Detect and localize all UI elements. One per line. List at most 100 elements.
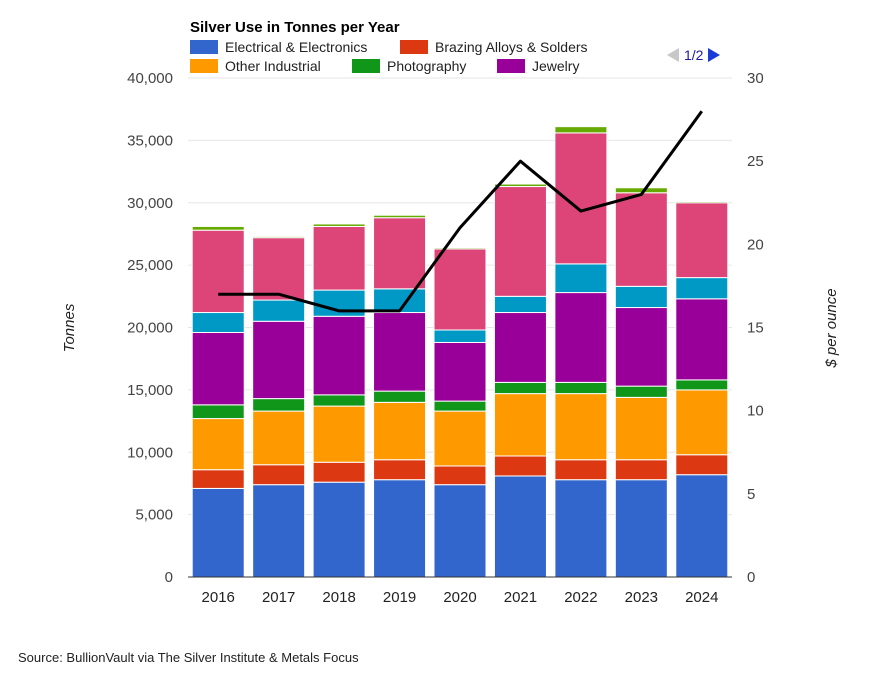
bars [191, 126, 729, 578]
bar-segment-silverware [554, 263, 608, 294]
bar-segment-photography [554, 381, 608, 395]
bar-segment-brazing-alloys-solders [312, 461, 366, 483]
bar-segment-photography [675, 379, 729, 391]
x-tick-label: 2019 [383, 589, 416, 606]
legend-swatch [190, 59, 218, 73]
source-note: Source: BullionVault via The Silver Inst… [18, 650, 359, 665]
page-indicator: 1/2 [684, 47, 704, 63]
bar-segment-other [493, 183, 547, 188]
bar-segment-jewelry [373, 312, 427, 392]
bar-segment-other [312, 223, 366, 227]
legend-swatch [400, 40, 428, 54]
bar-segment-investment [312, 225, 366, 291]
bar-segment-silverware [252, 299, 306, 322]
bar-segment-jewelry [433, 341, 487, 402]
bar-segment-jewelry [312, 315, 366, 396]
bar-segment-electrical-electronics [312, 481, 366, 578]
chart: Electrical & Electronics Brazing Alloys &… [61, 19, 840, 606]
bar-segment-investment [614, 192, 668, 287]
bar-segment-electrical-electronics [191, 487, 245, 578]
bar-segment-electrical-electronics [554, 479, 608, 578]
legend-label: Electrical & Electronics [225, 39, 367, 55]
y-tick-label: 5,000 [135, 507, 173, 524]
legend-label: Jewelry [532, 58, 579, 74]
bar-segment-electrical-electronics [614, 479, 668, 578]
axes: 0 5,000 10,000 15,000 20,000 25,000 30,000 35,0… [127, 70, 764, 606]
bar-segment-other-industrial [554, 393, 608, 461]
bar-segment-photography [433, 400, 487, 412]
bar-segment-other [554, 126, 608, 134]
price-line-path [218, 110, 703, 313]
bar-segment-other [252, 235, 306, 239]
y2-tick-label: 25 [747, 153, 764, 170]
legend-label: Other Industrial [225, 58, 321, 74]
bar-segment-jewelry [191, 331, 245, 406]
bar-segment-investment [433, 248, 487, 331]
y2-tick-label: 20 [747, 236, 764, 253]
bar-segment-silverware [433, 329, 487, 343]
bar-segment-brazing-alloys-solders [373, 459, 427, 481]
bar-segment-brazing-alloys-solders [191, 469, 245, 489]
x-tick-label: 2022 [564, 589, 597, 606]
bar-segment-other [191, 225, 245, 231]
bar-segment-other-industrial [312, 405, 366, 463]
legend-swatch [497, 59, 525, 73]
bar-segment-electrical-electronics [675, 474, 729, 578]
bar-segment-brazing-alloys-solders [252, 464, 306, 486]
bar-segment-photography [312, 394, 366, 407]
bar-segment-silverware [191, 312, 245, 333]
bar-segment-other-industrial [675, 389, 729, 456]
bar-segment-investment [252, 237, 306, 301]
bar-segment-investment [191, 229, 245, 314]
x-tick-label: 2017 [262, 589, 295, 606]
y-tick-label: 30,000 [127, 195, 173, 212]
y-tick-label: 15,000 [127, 382, 173, 399]
bar-segment-brazing-alloys-solders [675, 454, 729, 476]
bar-segment-brazing-alloys-solders [493, 455, 547, 477]
bar-segment-other [373, 214, 427, 219]
legend: Electrical & Electronics Brazing Alloys &… [190, 39, 588, 74]
bar-segment-jewelry [493, 312, 547, 383]
bar-segment-brazing-alloys-solders [614, 459, 668, 481]
bar-segment-jewelry [554, 292, 608, 383]
bar-segment-other [675, 201, 729, 204]
bar-segment-silverware [493, 295, 547, 314]
bar-segment-other-industrial [252, 410, 306, 466]
legend-label: Brazing Alloys & Solders [435, 39, 588, 55]
bar-segment-brazing-alloys-solders [554, 459, 608, 481]
y-tick-label: 25,000 [127, 257, 173, 274]
bar-segment-other-industrial [373, 401, 427, 461]
legend-label: Photography [387, 58, 466, 74]
legend-swatch [352, 59, 380, 73]
bar-segment-jewelry [252, 320, 306, 400]
bar-segment-photography [493, 381, 547, 395]
bar-segment-other [433, 247, 487, 250]
bar-segment-other-industrial [433, 410, 487, 467]
bar-segment-electrical-electronics [493, 475, 547, 578]
y-axis-label: Tonnes [61, 303, 78, 352]
x-tick-label: 2018 [322, 589, 355, 606]
chart-title: Silver Use in Tonnes per Year [190, 19, 400, 36]
x-tick-label: 2023 [625, 589, 658, 606]
bar-segment-investment [675, 202, 729, 279]
bar-segment-jewelry [675, 298, 729, 381]
x-tick-label: 2016 [202, 589, 235, 606]
y2-axis-label: $ per ounce [823, 288, 840, 368]
bar-segment-investment [554, 132, 608, 265]
y-tick-label: 0 [165, 569, 173, 586]
bar-segment-photography [373, 390, 427, 403]
y2-tick-label: 30 [747, 70, 764, 87]
bar-segment-photography [614, 385, 668, 398]
y-tick-label: 20,000 [127, 320, 173, 337]
y-tick-label: 35,000 [127, 132, 173, 149]
bar-segment-electrical-electronics [433, 484, 487, 578]
y2-tick-label: 5 [747, 486, 755, 503]
prev-page-icon[interactable] [667, 48, 679, 62]
bar-segment-silverware [614, 285, 668, 309]
bar-segment-photography [252, 398, 306, 412]
bar-segment-other-industrial [191, 418, 245, 471]
next-page-icon[interactable] [708, 48, 721, 62]
bar-segment-photography [191, 404, 245, 420]
bar-segment-electrical-electronics [252, 484, 306, 578]
bar-segment-jewelry [614, 307, 668, 387]
